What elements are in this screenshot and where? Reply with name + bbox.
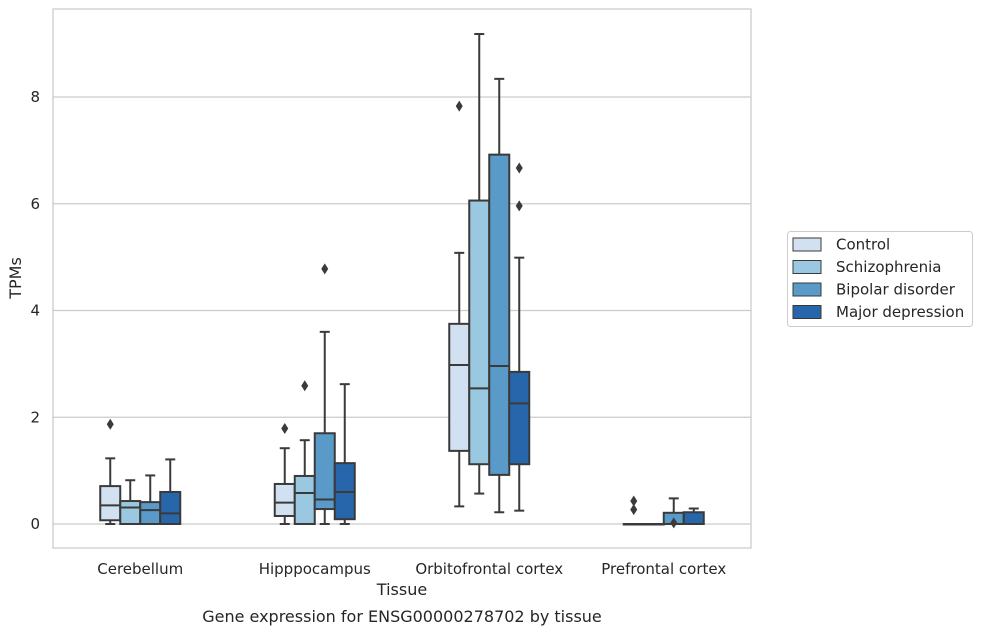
box-body <box>488 153 511 476</box>
box-body <box>293 474 316 525</box>
y-tick-labels: 0 2 4 6 8 <box>30 88 40 533</box>
legend-label: Schizophrenia <box>836 258 941 276</box>
y-tick-label: 6 <box>30 195 40 213</box>
box-bipolar-disorder <box>313 263 336 525</box>
box-body <box>508 370 531 466</box>
box-body <box>313 432 336 511</box>
outlier-point <box>301 380 309 392</box>
chart-caption: Gene expression for ENSG00000278702 by t… <box>202 607 602 626</box>
x-tick-label: Hipppocampus <box>259 560 371 578</box>
y-axis-label: TPMs <box>6 257 25 300</box>
box-body <box>159 490 182 526</box>
y-tick-label: 0 <box>30 515 40 533</box>
box-major-depression <box>508 162 531 512</box>
box-bipolar-disorder <box>488 77 511 514</box>
outlier-point <box>670 517 678 529</box>
legend-label: Bipolar disorder <box>836 281 956 299</box>
box-body <box>139 501 162 525</box>
box-schizophrenia <box>642 523 665 526</box>
x-axis-label: Tissue <box>376 580 427 599</box>
legend-frame <box>787 231 973 327</box>
box-body <box>119 500 142 525</box>
box-major-depression <box>159 458 182 526</box>
box-schizophrenia <box>119 479 142 525</box>
outlier-point <box>515 162 523 174</box>
outlier-point <box>630 504 638 516</box>
legend: Control Schizophrenia Bipolar disorder Majo… <box>787 231 973 327</box>
box-control <box>99 418 122 525</box>
box-major-depression <box>682 507 705 526</box>
outlier-point <box>106 418 114 430</box>
box-body <box>99 485 122 522</box>
x-tick-label: Cerebellum <box>97 560 183 578</box>
outlier-point <box>281 422 289 434</box>
plot-frame <box>52 8 752 549</box>
outlier-point <box>455 100 463 112</box>
box-body <box>448 322 471 452</box>
x-tick-label: Orbitofrontal cortex <box>415 560 563 578</box>
box-schizophrenia <box>293 380 316 525</box>
outlier-point <box>321 263 329 275</box>
box-control <box>273 422 296 525</box>
x-tick-label: Prefrontal cortex <box>601 560 726 578</box>
legend-swatch <box>792 305 822 319</box>
legend-swatch <box>792 237 822 252</box>
box-major-depression <box>333 383 356 525</box>
box-control <box>448 100 471 508</box>
box-body <box>682 511 705 526</box>
box-body <box>273 482 296 517</box>
legend-label: Control <box>836 236 890 254</box>
legend-swatch <box>792 282 822 297</box>
y-tick-label: 2 <box>30 408 40 426</box>
legend-swatch <box>792 260 822 274</box>
y-tick-label: 4 <box>30 302 40 320</box>
boxes <box>99 33 705 529</box>
box-body <box>468 199 491 466</box>
x-tick-labels: Cerebellum Hipppocampus Orbitofrontal cort… <box>97 560 726 578</box>
legend-label: Major depression <box>836 303 964 321</box>
y-tick-label: 8 <box>30 88 40 106</box>
outlier-point <box>630 495 638 507</box>
outlier-point <box>515 200 523 212</box>
